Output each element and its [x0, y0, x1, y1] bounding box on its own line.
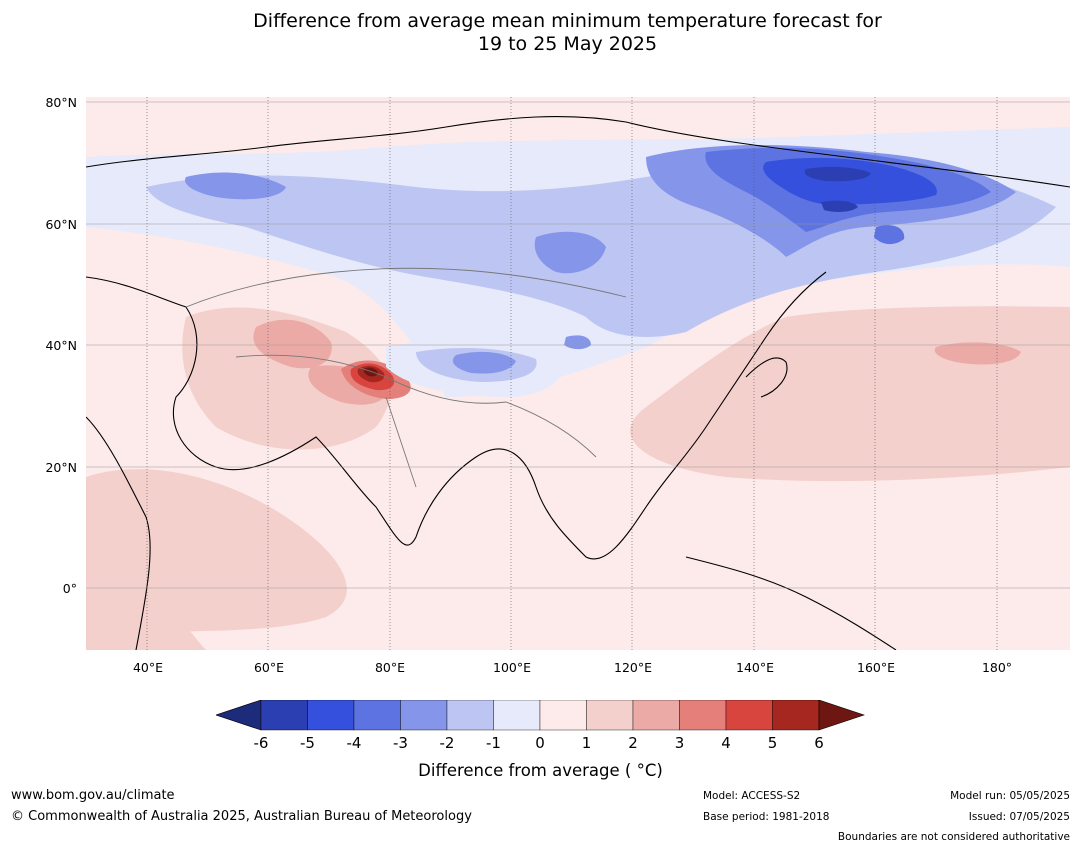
colorbar-cell	[493, 700, 541, 731]
lon-label-120e: 120°E	[613, 660, 653, 675]
lon-label-140e: 140°E	[735, 660, 775, 675]
colorbar-tick-label: 5	[767, 734, 778, 752]
lon-label-100e: 100°E	[492, 660, 532, 675]
colorbar-cell	[400, 700, 448, 731]
colorbar-cell	[725, 700, 773, 731]
map-title: Difference from average mean minimum tem…	[0, 10, 1081, 56]
colorbar-tick-label: 0	[535, 734, 545, 752]
colorbar-cell	[632, 700, 680, 731]
colorbar-cell	[353, 700, 401, 731]
colorbar-cell	[260, 700, 308, 731]
colorbar-tick-label: 4	[721, 734, 731, 752]
lat-label-80n: 80°N	[45, 95, 77, 110]
colorbar-label: Difference from average ( °C)	[418, 761, 663, 780]
colorbar-tick-label: -1	[486, 734, 501, 752]
footer-model: Model: ACCESS-S2	[703, 790, 801, 802]
colorbar-tick-label: 6	[814, 734, 824, 752]
title-line-2: 19 to 25 May 2025	[477, 33, 658, 55]
colorbar-extend-low	[216, 700, 262, 731]
colorbar-cell	[679, 700, 727, 731]
forecast-map-svg	[86, 97, 1070, 650]
colorbar-cell	[307, 700, 355, 731]
lat-label-40n: 40°N	[45, 338, 77, 353]
colorbar-cell	[772, 700, 820, 731]
colorbar-tick-label: -2	[439, 734, 455, 752]
footer-issued: Issued: 07/05/2025	[968, 811, 1070, 823]
colorbar-tick-label: 2	[628, 734, 638, 752]
lon-label-40e: 40°E	[132, 660, 164, 675]
country-boundaries	[185, 267, 627, 488]
graticule	[146, 97, 998, 650]
footer-model-run: Model run: 05/05/2025	[950, 790, 1070, 802]
colorbar-cell	[539, 700, 587, 731]
title-line-1: Difference from average mean minimum tem…	[253, 10, 882, 32]
colorbar-tick-label: -4	[346, 734, 362, 752]
colorbar	[216, 700, 865, 731]
colorbar-extend-high	[818, 700, 865, 731]
colorbar-tick-label: -3	[393, 734, 408, 752]
colorbar-tick-label: 1	[581, 734, 592, 752]
colorbar-cell	[586, 700, 634, 731]
lon-label-80e: 80°E	[374, 660, 406, 675]
coastlines	[86, 116, 1070, 650]
cold-anomaly-5-6	[804, 166, 871, 212]
colorbar-cell	[446, 700, 494, 731]
lon-label-180: 180°	[981, 660, 1013, 675]
footer-disclaimer: Boundaries are not considered authoritat…	[837, 831, 1070, 843]
forecast-map	[86, 97, 1070, 650]
lat-label-60n: 60°N	[45, 217, 77, 232]
lon-label-160e: 160°E	[856, 660, 896, 675]
footer-url[interactable]: www.bom.gov.au/climate	[11, 788, 175, 803]
colorbar-cells	[216, 700, 865, 731]
lat-label-0: 0°	[62, 581, 77, 596]
lat-label-20n: 20°N	[45, 460, 77, 475]
footer-base-period: Base period: 1981-2018	[703, 811, 830, 823]
colorbar-tick-label: 3	[674, 734, 685, 752]
colorbar-tick-label: -5	[300, 734, 315, 752]
lon-label-60e: 60°E	[253, 660, 285, 675]
latitude-lines	[86, 101, 1070, 589]
footer-copyright: © Commonwealth of Australia 2025, Austra…	[11, 809, 472, 824]
colorbar-tick-label: -6	[253, 734, 269, 752]
